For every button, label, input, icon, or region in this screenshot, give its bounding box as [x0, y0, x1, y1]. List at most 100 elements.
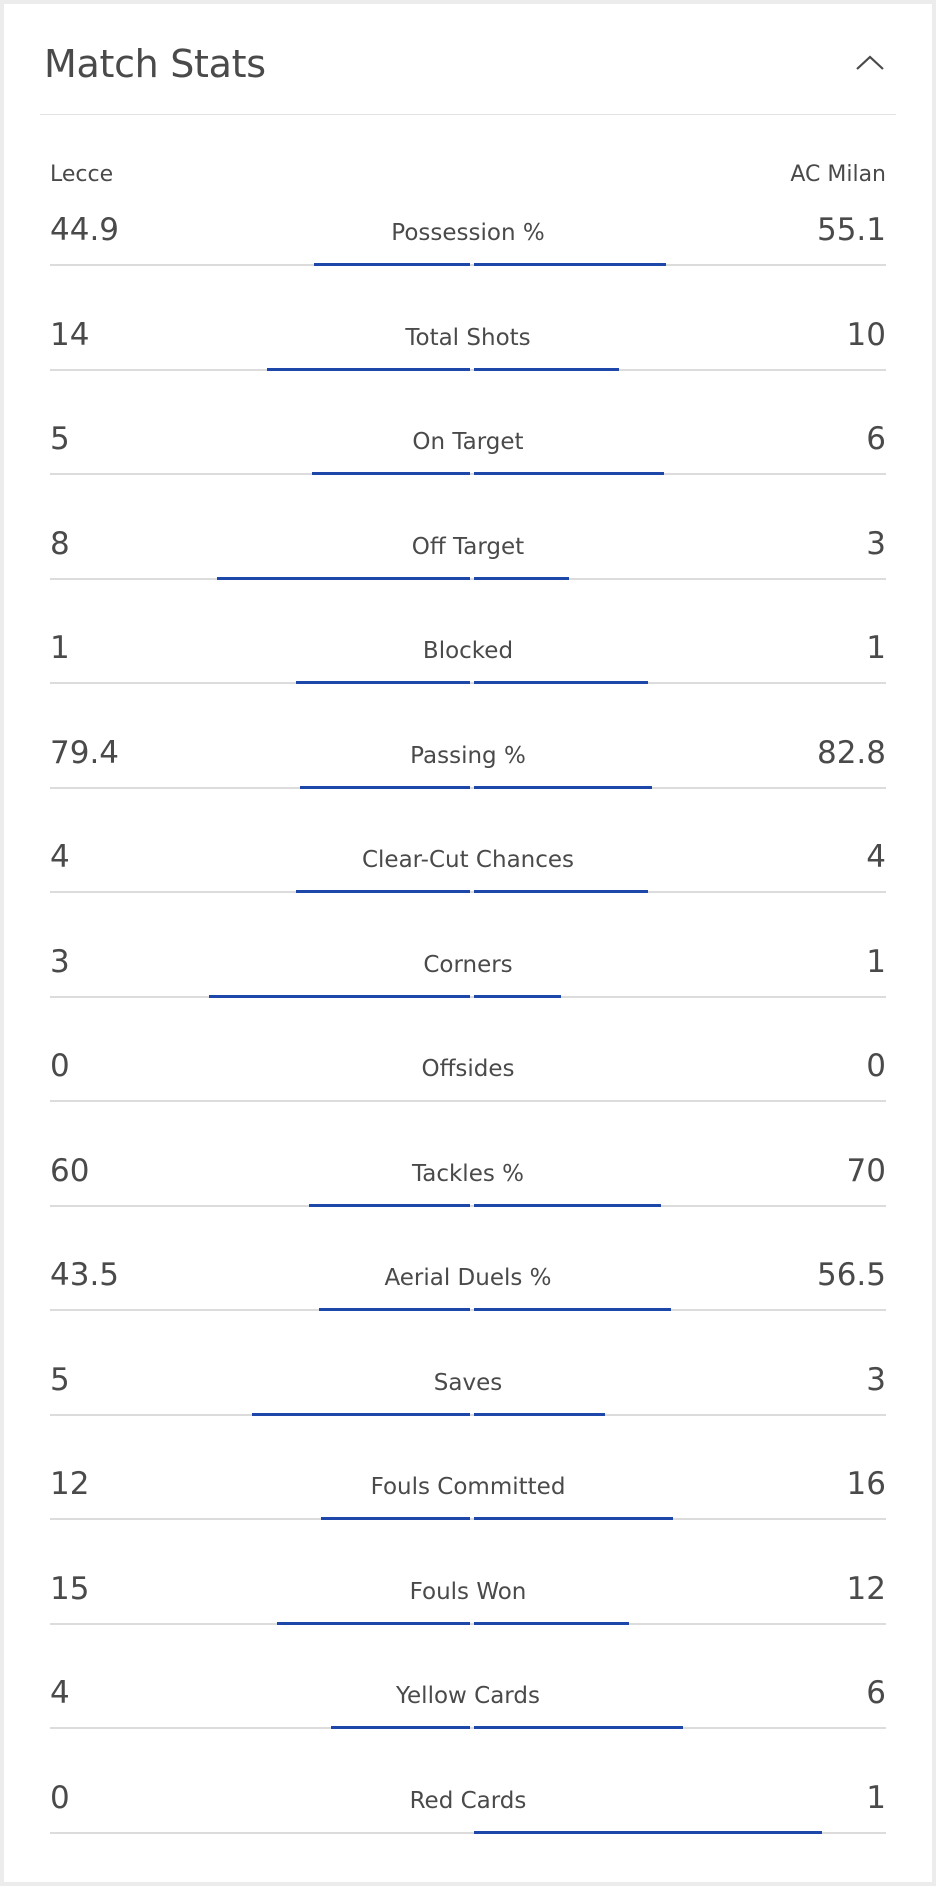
home-stat-bar: [331, 1726, 470, 1729]
stat-label: Passing %: [410, 742, 526, 769]
away-stat-bar: [474, 994, 561, 998]
section-title: Match Stats: [44, 42, 266, 86]
stat-row: 0 Red Cards 1: [50, 1770, 886, 1875]
stat-label: Clear-Cut Chances: [361, 847, 575, 873]
home-stat-bar: [296, 681, 470, 684]
stat-row: 79.4 Passing % 82.8: [50, 725, 886, 830]
stats-list: 44.9 Possession % 55.1 14 Total Shots 10 5 On T…: [50, 202, 886, 1874]
away-team-name: AC Milan: [790, 162, 886, 187]
home-stat-bar: [252, 1412, 470, 1416]
away-stat-value: 16: [846, 1466, 886, 1502]
home-stat-bar: [277, 1621, 470, 1625]
stat-row: 0 Offsides 0: [50, 1038, 886, 1143]
away-stat-bar: [474, 1830, 822, 1834]
away-stat-bar: [474, 1308, 671, 1311]
home-stat-value: 4: [50, 839, 70, 875]
stat-row: 15 Fouls Won 12: [50, 1561, 886, 1666]
stat-bar-track: [50, 1100, 886, 1102]
away-stat-value: 55.1: [816, 212, 886, 248]
stat-row: 60 Tackles % 70: [50, 1143, 886, 1248]
away-stat-bar: [474, 1621, 629, 1625]
home-stat-value: 0: [50, 1048, 70, 1084]
stat-label: Fouls Committed: [370, 1474, 566, 1500]
away-stat-value: 3: [866, 1361, 886, 1398]
away-stat-value: 6: [866, 421, 886, 457]
stat-label: Red Cards: [409, 1787, 527, 1814]
away-stat-value: 56.5: [816, 1257, 886, 1293]
home-stat-bar: [296, 890, 470, 893]
home-stat-value: 5: [50, 1361, 70, 1398]
home-stat-value: 8: [50, 525, 70, 562]
home-stat-bar: [300, 785, 470, 789]
home-stat-value: 44.9: [50, 212, 120, 248]
stat-label: Total Shots: [405, 324, 531, 351]
home-stat-bar: [321, 1517, 470, 1520]
away-stat-bar: [474, 681, 648, 684]
away-stat-bar: [474, 1726, 683, 1729]
away-stat-value: 0: [866, 1048, 886, 1084]
away-stat-bar: [474, 785, 652, 789]
stat-label: Offsides: [421, 1056, 515, 1082]
stat-bar-track: [50, 1831, 886, 1834]
team-names: Lecce AC Milan: [50, 162, 886, 192]
home-stat-bar: [319, 1308, 470, 1311]
away-stat-value: 4: [866, 839, 886, 875]
away-stat-value: 1: [866, 630, 886, 666]
match-stats-card: Match Stats Lecce AC Milan 44.9 Possessio…: [4, 4, 932, 1882]
away-stat-bar: [474, 1517, 673, 1520]
stat-label: Corners: [423, 951, 513, 978]
home-stat-bar: [267, 367, 470, 371]
away-stat-value: 70: [846, 1152, 886, 1189]
away-stat-bar: [474, 890, 648, 893]
stat-label: Yellow Cards: [396, 1683, 540, 1709]
match-stats-header: Match Stats: [40, 4, 896, 115]
home-stat-value: 79.4: [50, 734, 120, 771]
home-stat-bar: [314, 263, 470, 266]
home-stat-bar: [209, 994, 470, 998]
stat-row: 8 Off Target 3: [50, 516, 886, 621]
away-stat-value: 12: [846, 1570, 886, 1607]
home-stat-value: 4: [50, 1675, 70, 1711]
stat-label: Possession %: [391, 220, 545, 246]
stat-label: Aerial Duels %: [384, 1265, 552, 1291]
away-stat-bar: [474, 1412, 605, 1416]
stat-label: Fouls Won: [409, 1578, 527, 1605]
stat-row: 43.5 Aerial Duels % 56.5: [50, 1247, 886, 1352]
stat-label: On Target: [412, 429, 524, 455]
stat-row: 14 Total Shots 10: [50, 307, 886, 412]
away-stat-value: 6: [866, 1675, 886, 1711]
home-stat-bar: [217, 576, 470, 580]
stat-label: Blocked: [422, 638, 514, 664]
stat-row: 1 Blocked 1: [50, 620, 886, 725]
away-stat-value: 3: [866, 525, 886, 562]
away-stat-bar: [474, 263, 666, 266]
stat-row: 5 On Target 6: [50, 411, 886, 516]
stat-row: 4 Clear-Cut Chances 4: [50, 829, 886, 934]
home-stat-value: 15: [50, 1570, 90, 1607]
home-stat-bar: [309, 1203, 470, 1207]
home-stat-value: 12: [50, 1466, 90, 1502]
home-stat-value: 60: [50, 1152, 90, 1189]
stat-row: 12 Fouls Committed 16: [50, 1456, 886, 1561]
stat-row: 5 Saves 3: [50, 1352, 886, 1457]
home-stat-value: 5: [50, 421, 70, 457]
away-stat-bar: [474, 472, 664, 475]
home-stat-value: 0: [50, 1779, 70, 1816]
chevron-up-icon: [856, 55, 884, 70]
away-stat-value: 82.8: [816, 734, 886, 771]
away-stat-bar: [474, 367, 619, 371]
collapse-button[interactable]: [848, 42, 892, 86]
home-stat-bar: [312, 472, 470, 475]
away-stat-value: 10: [846, 316, 886, 353]
away-stat-value: 1: [866, 1779, 886, 1816]
stat-row: 4 Yellow Cards 6: [50, 1665, 886, 1770]
stat-row: 3 Corners 1: [50, 934, 886, 1039]
away-stat-bar: [474, 576, 569, 580]
home-team-name: Lecce: [50, 162, 114, 187]
home-stat-value: 43.5: [50, 1257, 120, 1293]
stat-label: Saves: [433, 1369, 503, 1396]
away-stat-value: 1: [866, 943, 886, 980]
home-stat-value: 3: [50, 943, 70, 980]
stat-label: Off Target: [411, 533, 525, 560]
home-stat-value: 1: [50, 630, 70, 666]
